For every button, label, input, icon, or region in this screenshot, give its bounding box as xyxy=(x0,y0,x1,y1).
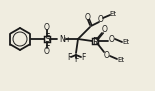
Text: O: O xyxy=(98,14,104,23)
Text: Et: Et xyxy=(122,39,130,46)
Text: O: O xyxy=(85,12,91,21)
Text: O: O xyxy=(44,47,50,56)
Text: Et: Et xyxy=(109,11,117,17)
Text: O: O xyxy=(109,34,115,43)
Text: Et: Et xyxy=(117,57,125,63)
Text: F: F xyxy=(81,54,85,63)
Text: S: S xyxy=(44,34,50,43)
Text: H: H xyxy=(63,37,68,43)
Text: N: N xyxy=(59,34,65,43)
Text: P: P xyxy=(92,36,98,46)
FancyBboxPatch shape xyxy=(44,36,50,42)
Text: F: F xyxy=(74,56,78,65)
Text: O: O xyxy=(102,24,108,33)
Text: F: F xyxy=(67,54,71,63)
Text: O: O xyxy=(104,52,110,61)
FancyBboxPatch shape xyxy=(92,38,98,44)
Text: O: O xyxy=(44,22,50,31)
